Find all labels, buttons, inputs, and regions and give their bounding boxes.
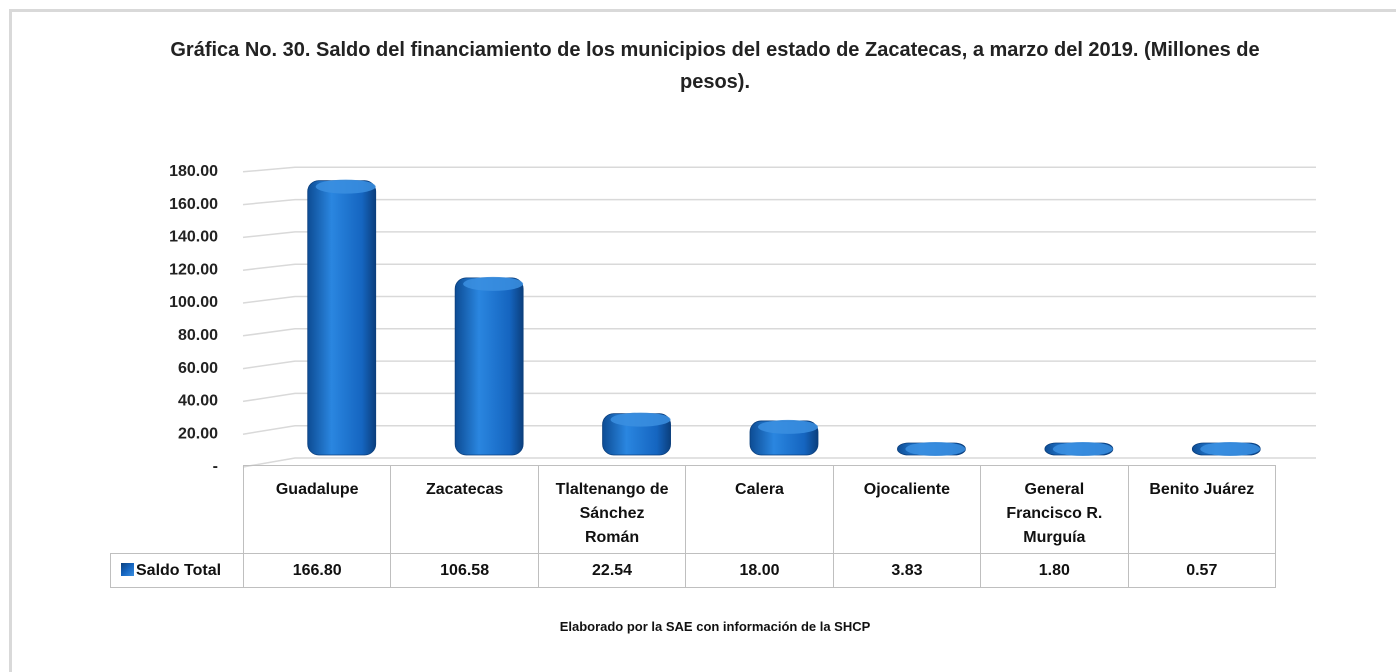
bar-top <box>758 419 818 434</box>
value-label: 1.80 <box>980 553 1129 588</box>
category-label: Tlaltenango de Sánchez Román <box>537 465 687 554</box>
value-label: 3.83 <box>832 553 982 588</box>
bar <box>454 277 524 456</box>
grid-line <box>242 198 1316 206</box>
grid-line <box>242 457 1316 468</box>
grid-line <box>242 360 1316 370</box>
y-tick-label: 160.00 <box>169 196 218 213</box>
value-label: 18.00 <box>685 553 834 588</box>
value-label: 22.54 <box>537 553 687 588</box>
y-tick-label: 180.00 <box>169 163 218 180</box>
blank-cell <box>110 465 244 554</box>
y-tick-label: - <box>213 458 218 475</box>
bar <box>307 180 377 456</box>
grid-line <box>242 392 1316 403</box>
bar-group <box>897 442 966 456</box>
category-label: Zacatecas <box>390 465 539 554</box>
grid-line <box>242 263 1316 271</box>
grid-line <box>242 424 1316 435</box>
grid-line <box>242 295 1316 304</box>
chart-title: Gráfica No. 30. Saldo del financiamiento… <box>170 39 1260 93</box>
grid-line <box>242 231 1316 239</box>
bar-top <box>1052 442 1113 456</box>
source-note: Elaborado por la SAE con información de … <box>559 619 871 634</box>
grid-line <box>242 328 1316 337</box>
bar-group <box>454 276 524 456</box>
value-label: 166.80 <box>243 553 392 588</box>
bar-top <box>463 276 524 291</box>
category-label: Guadalupe <box>243 465 392 554</box>
category-label: Calera <box>685 465 834 554</box>
y-tick-label: 80.00 <box>178 327 218 344</box>
y-tick-label: 40.00 <box>178 393 218 410</box>
bar-group <box>749 419 819 456</box>
legend-cell: Saldo Total <box>110 553 244 588</box>
legend-label: Saldo Total <box>136 562 222 579</box>
bar-top <box>610 412 671 427</box>
bar-group <box>602 412 671 456</box>
y-tick-label: 140.00 <box>169 229 218 246</box>
value-label: 0.57 <box>1127 553 1276 588</box>
chart-frame <box>9 9 1396 672</box>
value-label: 106.58 <box>390 553 539 588</box>
bar-top <box>315 179 376 194</box>
grid-line <box>242 166 1316 173</box>
legend-swatch <box>121 563 134 576</box>
bar-top <box>1200 442 1261 456</box>
chart: - 20.00 40.00 60.00 80.00 100.00 120.00 140.00 1… <box>169 163 1316 475</box>
category-label: Ojocaliente <box>832 465 982 554</box>
y-tick-label: 60.00 <box>178 360 218 377</box>
y-tick-label: 20.00 <box>178 425 218 442</box>
category-label: Benito Juárez <box>1127 465 1276 554</box>
y-tick-label: 120.00 <box>169 261 218 278</box>
bar-group <box>307 179 377 456</box>
category-label: General Francisco R. Murguía <box>980 465 1129 554</box>
bar-top <box>905 442 966 456</box>
bar-group <box>1044 442 1114 456</box>
y-tick-label: 100.00 <box>169 294 218 311</box>
bar-group <box>1191 442 1261 456</box>
